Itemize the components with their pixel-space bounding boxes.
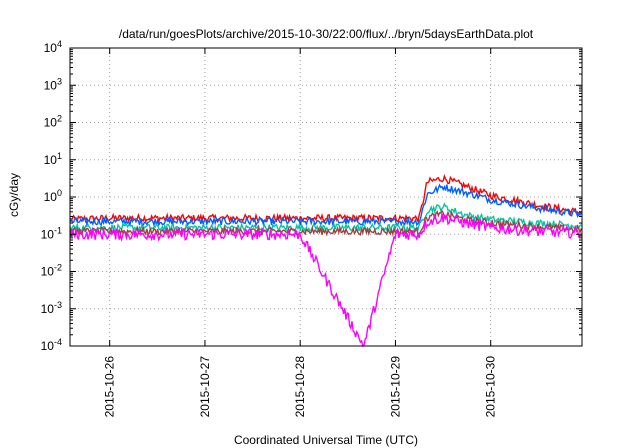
plot-frame xyxy=(69,47,583,347)
y-tick-label: 10-1 xyxy=(41,225,62,241)
series-line xyxy=(69,183,582,228)
y-axis-label: cGy/day xyxy=(7,173,21,217)
x-tick-label: 2015-10-29 xyxy=(388,356,402,418)
y-tick-label: 100 xyxy=(44,188,62,204)
y-tick-label: 103 xyxy=(44,76,62,92)
series-layer xyxy=(69,173,582,348)
x-tick-label: 2015-10-26 xyxy=(103,356,117,418)
y-tick-label: 104 xyxy=(44,39,62,55)
y-tick-label: 102 xyxy=(44,114,62,130)
x-tick-label: 2015-10-27 xyxy=(198,356,212,418)
series-line xyxy=(69,202,582,234)
y-tick-label: 10-3 xyxy=(41,300,62,316)
y-tick-label: 101 xyxy=(44,151,62,167)
y-tick-label: 10-4 xyxy=(41,337,62,353)
x-axis-label: Coordinated Universal Time (UTC) xyxy=(234,433,418,447)
chart-title: /data/run/goesPlots/archive/2015-10-30/2… xyxy=(119,27,534,41)
series-line xyxy=(69,213,582,348)
series-line xyxy=(69,209,582,238)
series-line xyxy=(69,173,582,225)
grid xyxy=(70,48,582,346)
x-tick-label: 2015-10-28 xyxy=(293,356,307,418)
x-tick-label: 2015-10-30 xyxy=(484,356,498,418)
y-tick-label: 10-2 xyxy=(41,263,62,279)
axes: 104 103 102 101 100 10-1 10-2 10-3 10-4 2015-10-2… xyxy=(41,39,583,418)
